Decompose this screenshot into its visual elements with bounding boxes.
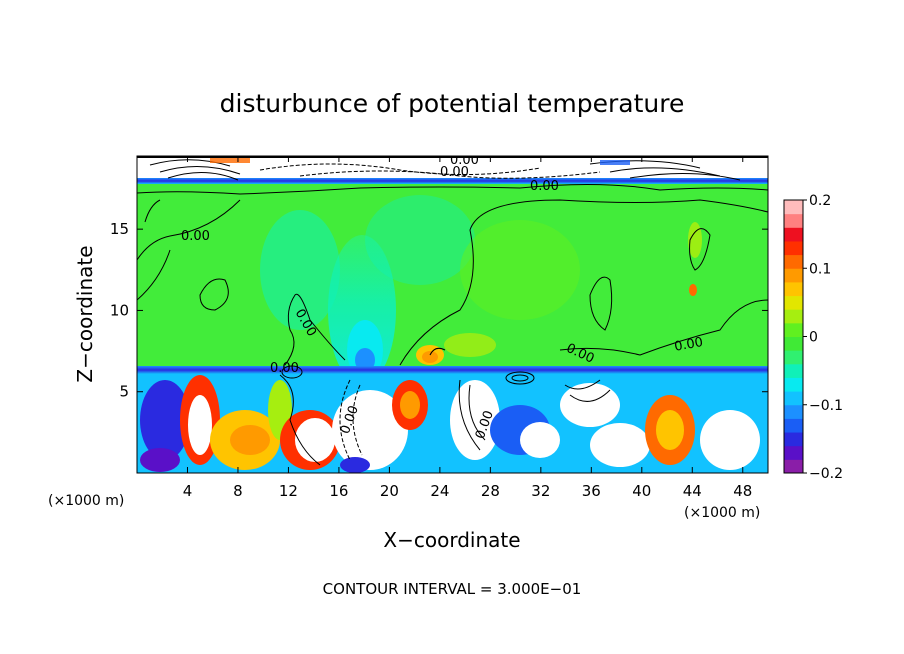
colorbar-segment	[784, 418, 803, 433]
contour-label: 0.00	[450, 153, 479, 168]
colorbar: 0.2 0.1 0 −0.1 −0.2	[783, 193, 843, 482]
colorbar-segment	[784, 350, 803, 365]
x-axis-label: X−coordinate	[383, 528, 520, 552]
y-tick-label: 10	[110, 301, 129, 319]
mid-level-field	[260, 195, 702, 385]
contour-label: 0.00	[181, 229, 210, 244]
contour-label: 0.00	[440, 165, 469, 180]
colorbar-segment	[784, 227, 803, 242]
colorbar-segment	[784, 445, 803, 460]
contour-label: 0.00	[673, 335, 704, 355]
x-tick-label: 48	[733, 482, 752, 500]
colorbar-segment	[784, 391, 803, 406]
x-tick-label: 8	[233, 482, 243, 500]
colorbar-segment	[784, 377, 803, 392]
x-tick-label: 24	[430, 482, 449, 500]
colorbar-tick-label: −0.1	[809, 398, 843, 414]
x-tick-label: 40	[632, 482, 651, 500]
x-tick-label: 44	[683, 482, 702, 500]
colorbar-segment	[784, 295, 803, 310]
contour-label: 0.00	[270, 361, 299, 376]
colorbar-tick-label: −0.2	[809, 466, 843, 482]
x-tick-label: 12	[279, 482, 298, 500]
colorbar-segment	[784, 240, 803, 256]
zero-contours	[137, 183, 768, 366]
y-tick-label: 15	[110, 220, 129, 238]
x-tick-label: 20	[380, 482, 399, 500]
y-axis-ticks: 5 10 15	[110, 220, 768, 401]
colorbar-tick-label: 0.2	[809, 193, 831, 209]
boundary-layer	[137, 365, 768, 473]
colorbar-segment	[784, 322, 803, 337]
colorbar-segment	[784, 254, 803, 269]
chart-title: disturbunce of potential temperature	[220, 89, 685, 118]
upper-sponge-layer	[137, 156, 768, 184]
x-tick-label: 36	[582, 482, 601, 500]
colorbar-segment	[784, 363, 803, 378]
x-tick-label: 4	[183, 482, 193, 500]
plot-area: 0.00 0.00 0.00 0.00 0.00 0.00 0.00 0.00 …	[137, 153, 768, 473]
x-tick-label: 32	[531, 482, 550, 500]
x-unit-left: (×1000 m)	[48, 493, 124, 509]
x-unit-right: (×1000 m)	[684, 505, 760, 521]
colorbar-tick-label: 0.1	[809, 261, 831, 277]
contour-interval-note: CONTOUR INTERVAL = 3.000E−01	[323, 580, 582, 598]
colorbar-segment	[784, 459, 803, 474]
colorbar-segment	[784, 404, 803, 419]
x-axis-ticks: 4 8 12 16 20 24 28 32 36 40 44 48	[183, 156, 752, 500]
colorbar-segment	[784, 432, 803, 447]
plot-frame	[136, 155, 769, 474]
contour-label: 0.00	[530, 179, 559, 194]
colorbar-segment	[784, 336, 803, 351]
colorbar-segment	[784, 268, 803, 283]
y-axis-label: Z−coordinate	[73, 245, 97, 382]
colorbar-segment	[784, 200, 803, 215]
colorbar-segment	[784, 281, 803, 297]
colorbar-tick-label: 0	[809, 330, 818, 346]
colorbar-segment	[784, 213, 803, 228]
y-tick-label: 5	[119, 383, 129, 401]
x-tick-label: 16	[329, 482, 348, 500]
colorbar-segment	[784, 309, 803, 324]
x-tick-label: 28	[481, 482, 500, 500]
